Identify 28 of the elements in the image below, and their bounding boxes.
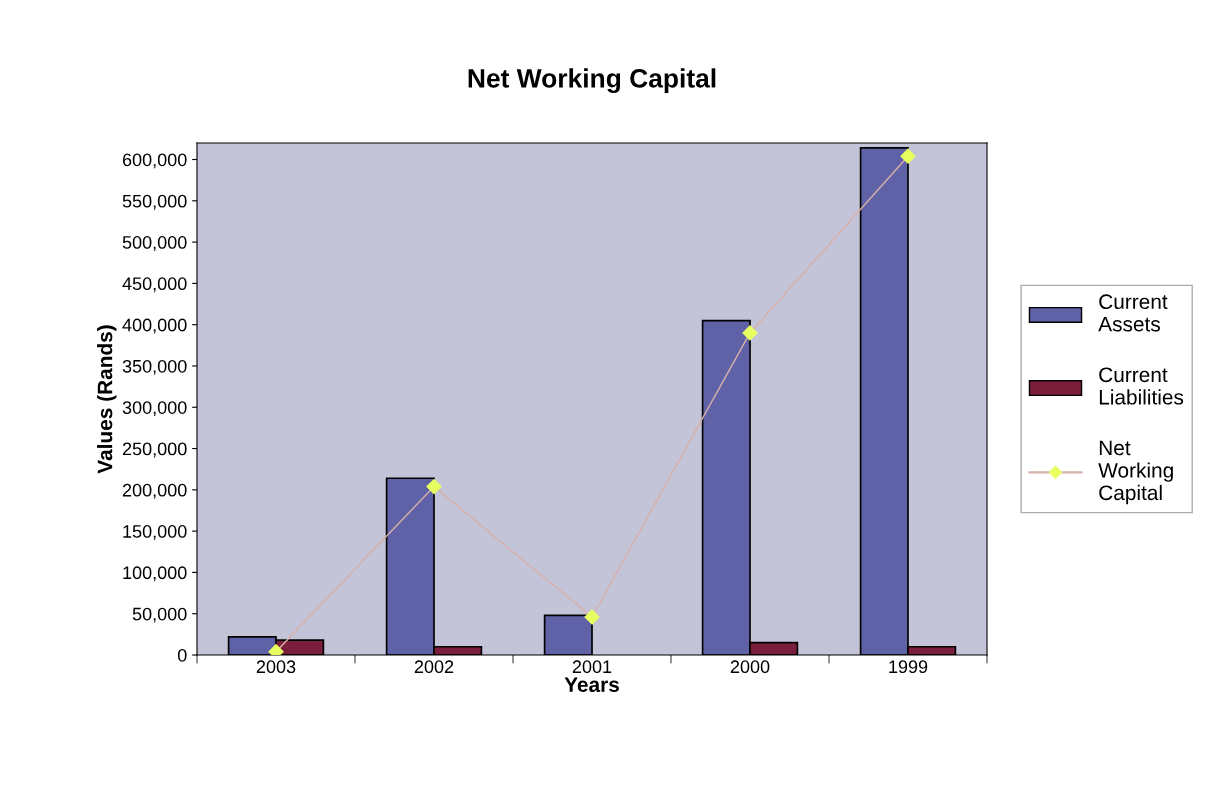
legend-label: Current Liabilities [1099, 367, 1184, 405]
legend-label: Net Working Capital [1098, 440, 1173, 505]
y-tick-label: 200,000 [122, 483, 187, 499]
x-tick-label: 2000 [730, 660, 770, 674]
point [900, 148, 916, 164]
y-tick-label: 50,000 [132, 607, 187, 623]
point [742, 325, 758, 341]
x-tick-label: 1999 [889, 660, 928, 674]
point [426, 478, 442, 495]
chart-title: Net Working Capital [468, 68, 716, 94]
y-tick-label: 500,000 [122, 236, 187, 251]
y-tick-label: 350,000 [122, 359, 187, 375]
y-tick-label: 400,000 [122, 318, 187, 334]
y-tick-label: 100,000 [123, 566, 187, 582]
y-tick-label: 600,000 [122, 153, 187, 169]
x-axis-title: Years [564, 677, 619, 692]
y-tick-label: 0 [177, 648, 187, 662]
legend-label: Current Assets [1098, 294, 1168, 332]
point [584, 609, 600, 625]
x-tick-label: 2001 [572, 660, 612, 674]
y-tick-label: 250,000 [122, 442, 187, 458]
y-tick-label: 550,000 [122, 194, 187, 210]
y-tick-label: 450,000 [122, 277, 187, 293]
x-tick-label: 2002 [414, 660, 454, 674]
y-tick-label: 300,000 [122, 401, 187, 417]
y-axis-title: Values (Rands) [97, 325, 117, 474]
y-tick-label: 150,000 [123, 525, 187, 540]
x-tick-label: 2003 [256, 660, 296, 674]
